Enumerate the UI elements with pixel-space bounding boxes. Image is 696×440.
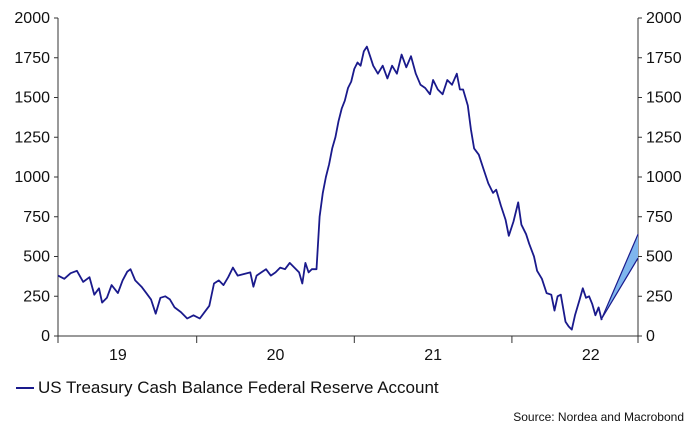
x-tick-label: 20 (267, 347, 285, 364)
series-lines (57, 45, 639, 331)
legend-label: US Treasury Cash Balance Federal Reserve… (38, 378, 439, 397)
x-tick-label: 19 (109, 347, 127, 364)
tick-labels: 0 0 250 250 500 500 750 750 1000 1000 1250 1250 1500… (14, 10, 681, 364)
y-tick-label-right: 2000 (646, 10, 682, 27)
legend-swatch (16, 387, 34, 389)
source-note: Source: Nordea and Macrobond (513, 410, 684, 424)
y-tick-label-left: 1250 (14, 129, 50, 146)
x-tick-label: 22 (582, 347, 600, 364)
y-tick-label-left: 250 (23, 288, 50, 305)
y-tick-label-left: 0 (41, 328, 50, 345)
y-tick-label-right: 1000 (646, 169, 682, 186)
y-tick-label-left: 1000 (14, 169, 50, 186)
y-tick-label-left: 2000 (14, 10, 50, 27)
chart-axes (54, 17, 642, 343)
y-tick-label-right: 750 (646, 209, 673, 226)
y-tick-label-right: 0 (646, 328, 655, 345)
y-tick-label-left: 1500 (14, 90, 50, 107)
y-tick-label-right: 1250 (646, 129, 682, 146)
projection-lower (601, 257, 639, 319)
legend: US Treasury Cash Balance Federal Reserve… (16, 378, 439, 398)
x-tick-label: 21 (424, 347, 442, 364)
y-tick-label-right: 1500 (646, 90, 682, 107)
y-tick-label-left: 750 (23, 209, 50, 226)
y-tick-label-left: 1750 (14, 50, 50, 67)
y-tick-label-right: 500 (646, 249, 673, 266)
series-line-treasury-cash (57, 45, 603, 331)
y-tick-label-right: 1750 (646, 50, 682, 67)
projection-upper (601, 234, 639, 319)
y-tick-label-left: 500 (23, 249, 50, 266)
y-tick-label-right: 250 (646, 288, 673, 305)
